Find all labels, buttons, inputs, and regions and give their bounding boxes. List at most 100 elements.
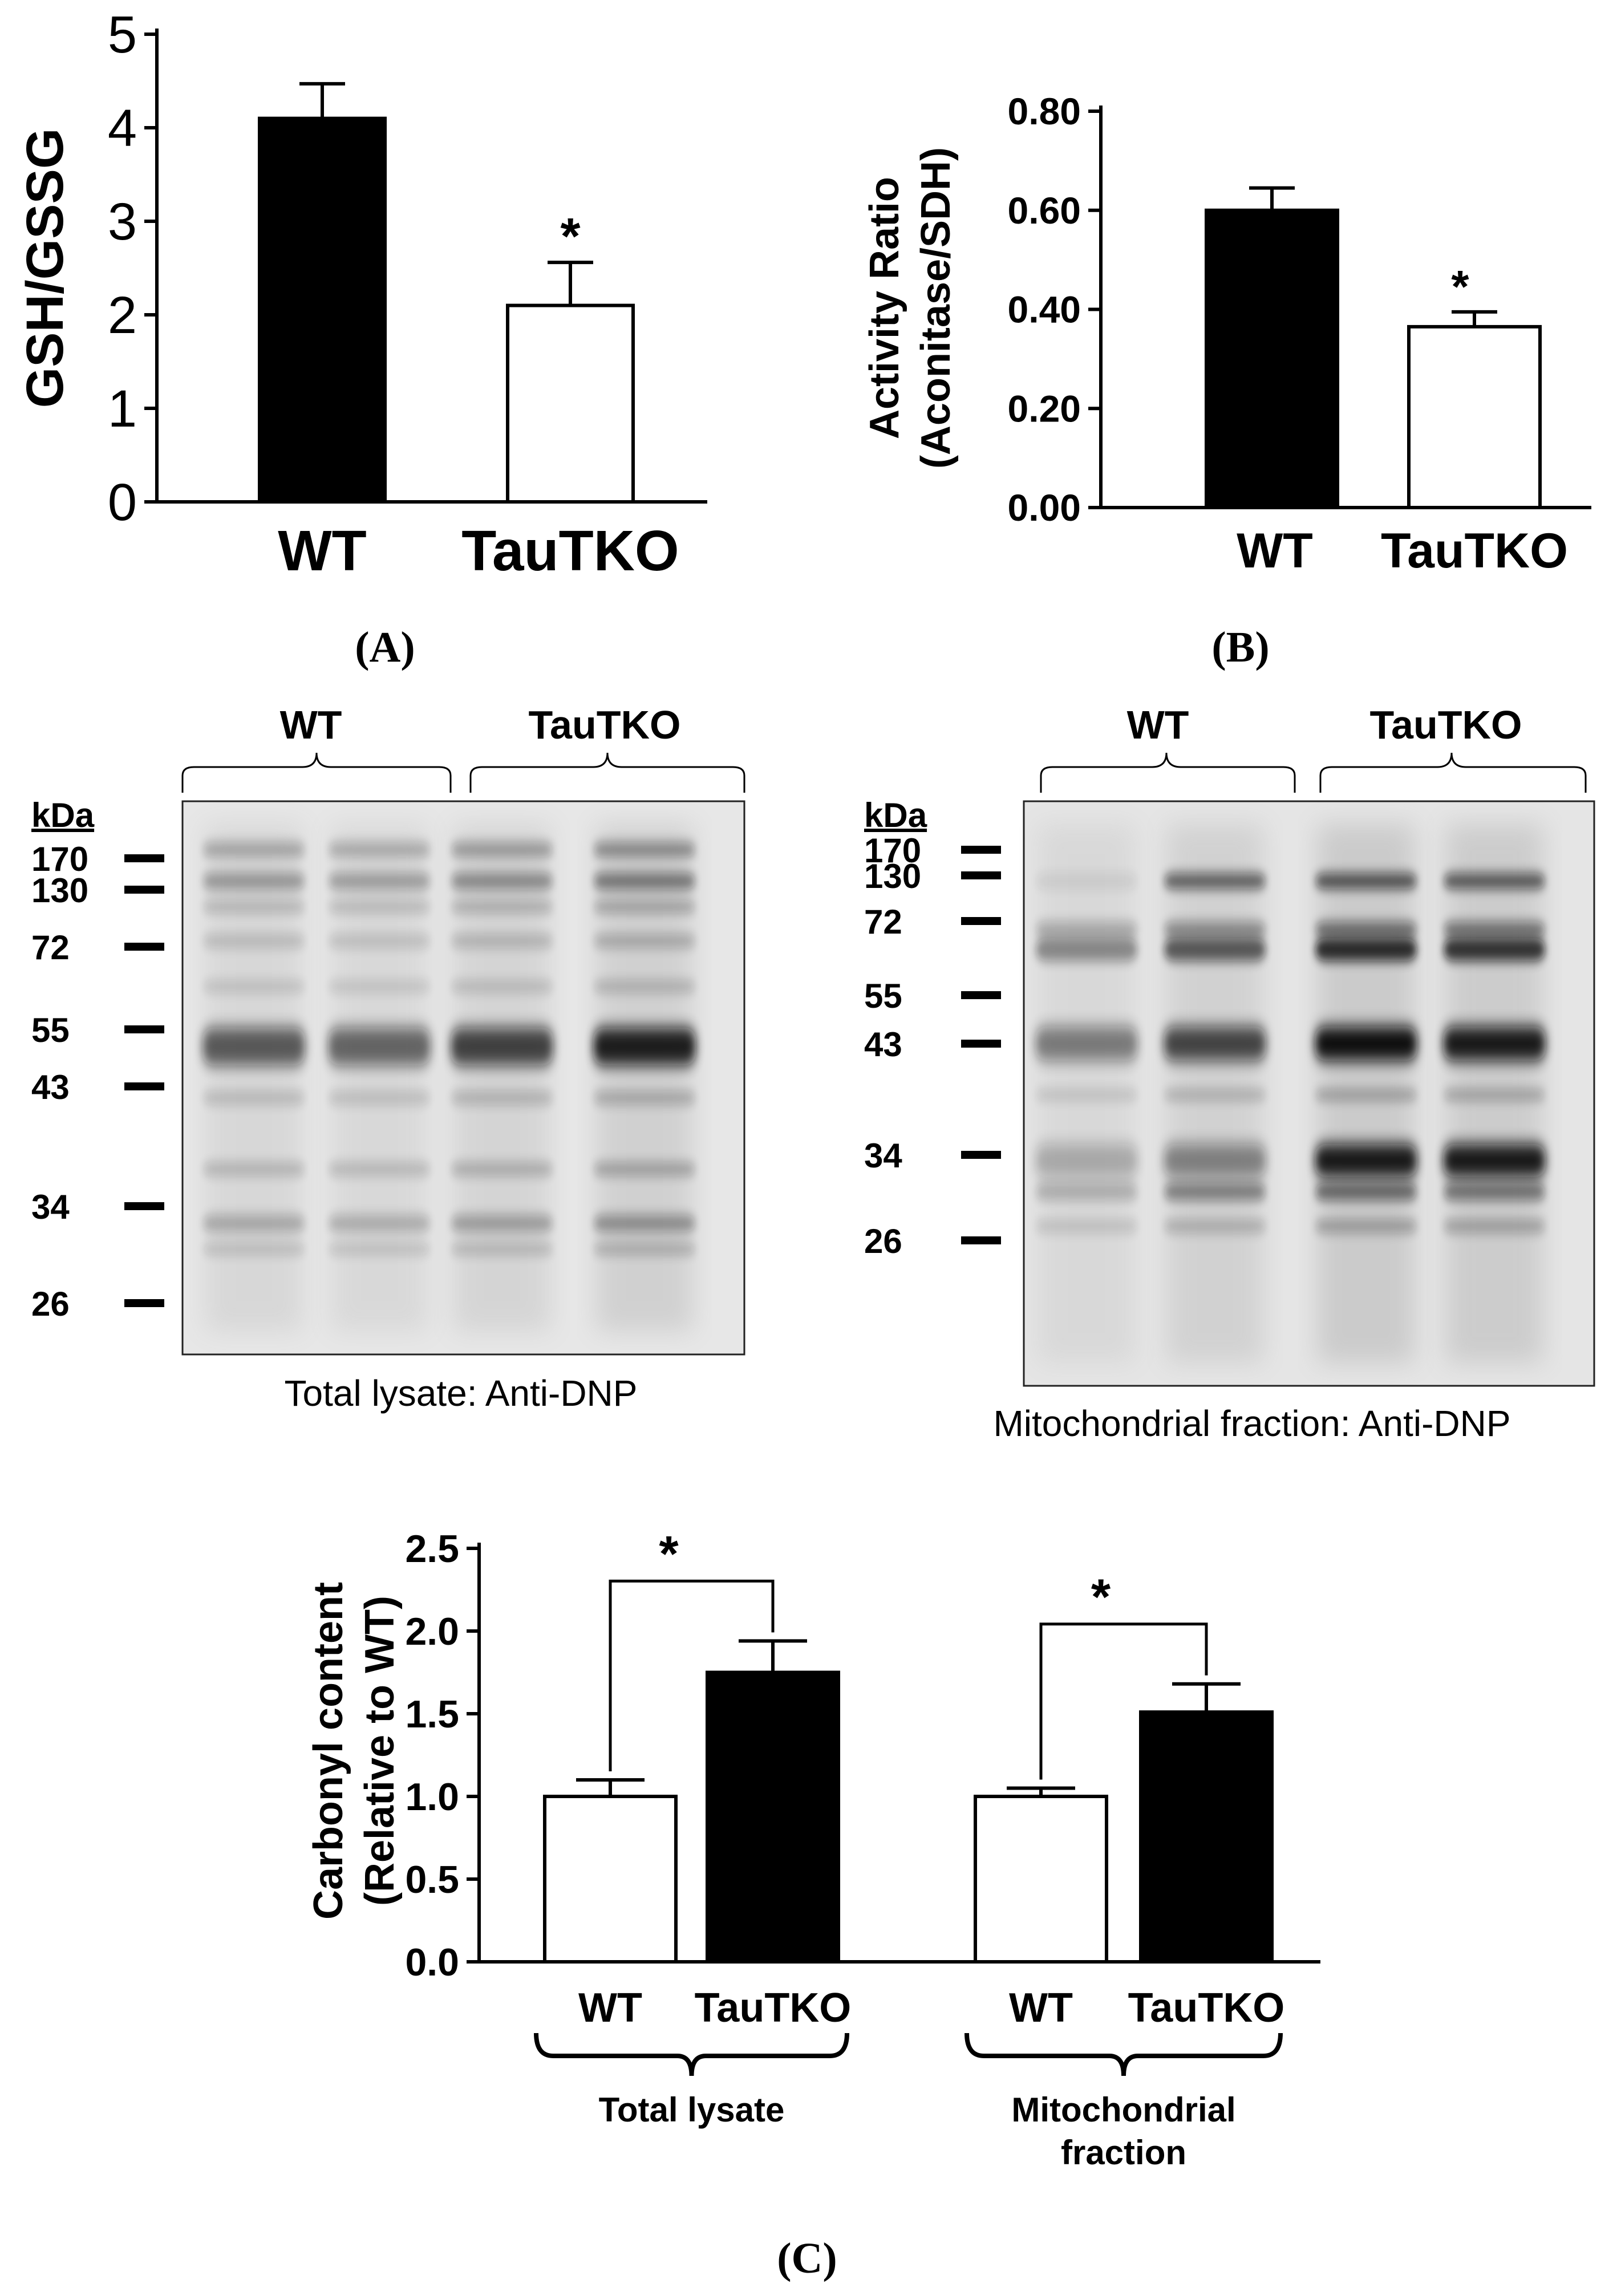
blot-band: [1164, 1183, 1266, 1200]
blot-band: [328, 1215, 431, 1232]
marker-dash: [961, 1040, 1001, 1048]
blot-lane: [202, 824, 305, 1332]
y-tick-label: 2.5: [405, 1527, 459, 1571]
blot-band: [202, 1215, 305, 1232]
lane-smear: [453, 824, 550, 1332]
marker-label-55: 55: [31, 1011, 70, 1049]
y-tick-label: 0: [108, 473, 137, 532]
significance-star: *: [659, 1525, 679, 1581]
marker-dash: [124, 1202, 164, 1210]
blot-band: [1315, 1219, 1417, 1233]
marker-label-26: 26: [864, 1222, 902, 1260]
marker-dash: [961, 846, 1001, 854]
marker-dash: [961, 917, 1001, 925]
y-tick-label: 2.0: [405, 1610, 459, 1653]
significance-bracket: [609, 1579, 775, 1771]
blot-total-caption: Total lysate: Anti-DNP: [285, 1373, 638, 1414]
blot-mito-group-tautko: TauTKO: [1369, 703, 1522, 747]
blot-band: [1035, 1183, 1138, 1200]
marker-label-170: 170: [864, 831, 921, 870]
blot-band: [1443, 1219, 1546, 1233]
significance-bracket: [1039, 1622, 1208, 1780]
blot-band: [1443, 1027, 1546, 1061]
blot-band: [202, 842, 305, 857]
bar-wt: [258, 116, 387, 504]
blot-mito-kda: kDa: [864, 796, 927, 834]
marker-dash: [961, 1236, 1001, 1244]
marker-label-170: 170: [31, 840, 88, 878]
blot-band: [1164, 1027, 1266, 1061]
marker-label-43: 43: [31, 1068, 70, 1106]
bars-a: [258, 82, 635, 504]
x-tick-label: WT: [1009, 1985, 1073, 2031]
blot-total-kda: kDa: [31, 796, 95, 834]
blot-total-bracket-tautko: [469, 752, 745, 793]
lane-smear: [596, 824, 693, 1332]
blot-band: [202, 873, 305, 890]
y-tick-label: 0.20: [1008, 387, 1081, 429]
blot-mito-caption: Mitochondrial fraction: Anti-DNP: [993, 1403, 1510, 1444]
blot-band: [1164, 922, 1266, 938]
x-tick-label: TauTKO: [1128, 1985, 1285, 2031]
y-tick-label: 0.0: [405, 1941, 459, 1984]
blot-band: [328, 1028, 431, 1065]
blot-band: [1164, 1219, 1266, 1233]
blot-band: [1443, 1089, 1546, 1101]
y-ticks-b: 0.00 0.20 0.40 0.60 0.80: [1008, 90, 1591, 529]
blot-band: [1315, 1089, 1417, 1101]
blot-band: [451, 980, 553, 993]
bar-tautko: [1139, 1710, 1274, 1964]
chart-panel-a: 0 1 2 3 4 5 GSH/GSSG WT TauTKO *: [16, 6, 707, 583]
blot-band: [202, 934, 305, 948]
blot-band: [1164, 938, 1266, 961]
blot-band: [593, 934, 696, 948]
y-axis-label-c: Carbonyl content: [306, 1582, 351, 1920]
y-tick-label: 4: [108, 99, 137, 157]
y-axis-label-a: GSH/GSSG: [16, 128, 74, 408]
blot-lane: [1035, 824, 1138, 1363]
blot-total-lanes: [202, 824, 696, 1332]
x-labels-c: WT TauTKO Total lysate WT TauTKO Mitochondria…: [534, 1985, 1285, 2172]
y-tick-label: 2: [108, 286, 137, 344]
blot-band: [1315, 873, 1417, 889]
x-label-b-wt: WT: [1237, 524, 1313, 578]
chart-panel-b: 0.00 0.20 0.40 0.60 0.80 Activity Ratio (Aco…: [862, 90, 1591, 578]
blot-band: [202, 1091, 305, 1105]
blot-band: [451, 1162, 553, 1176]
blot-band: [328, 900, 431, 913]
blot-band: [451, 1028, 553, 1065]
x-label-b-tautko: TauTKO: [1381, 524, 1568, 578]
y-axis-label-b-line2: (Aconitase/SDH): [913, 147, 959, 469]
marker-dash: [961, 1151, 1001, 1159]
blot-band: [1035, 922, 1138, 938]
lane-smear: [205, 824, 302, 1332]
bar-tautko: [706, 1670, 840, 1964]
blot-lane: [451, 824, 553, 1332]
marker-label-26: 26: [31, 1285, 70, 1323]
marker-dash: [961, 871, 1001, 879]
bars-c: [543, 1639, 1274, 1964]
y-tick-label: 5: [108, 6, 137, 64]
significance-star-a: *: [560, 208, 580, 265]
blot-mito-lanes: [1035, 824, 1546, 1363]
blot-band: [593, 980, 696, 993]
blot-band: [451, 842, 553, 857]
blot-mito-group-wt: WT: [1127, 703, 1189, 747]
blot-band: [451, 1091, 553, 1105]
y-tick-label: 1: [108, 380, 137, 438]
marker-label-34: 34: [31, 1188, 70, 1226]
blot-band: [1443, 922, 1546, 938]
marker-dash: [124, 886, 164, 894]
bar-wt: [543, 1795, 678, 1964]
blot-band: [593, 1091, 696, 1105]
significance-c: **: [609, 1525, 1208, 1780]
blot-band: [202, 1162, 305, 1176]
group-label: fraction: [1061, 2133, 1186, 2172]
blot-band: [593, 1243, 696, 1255]
blot-band: [1443, 938, 1546, 961]
blot-band: [202, 1243, 305, 1255]
y-axis-label-b: Activity Ratio: [862, 177, 907, 439]
